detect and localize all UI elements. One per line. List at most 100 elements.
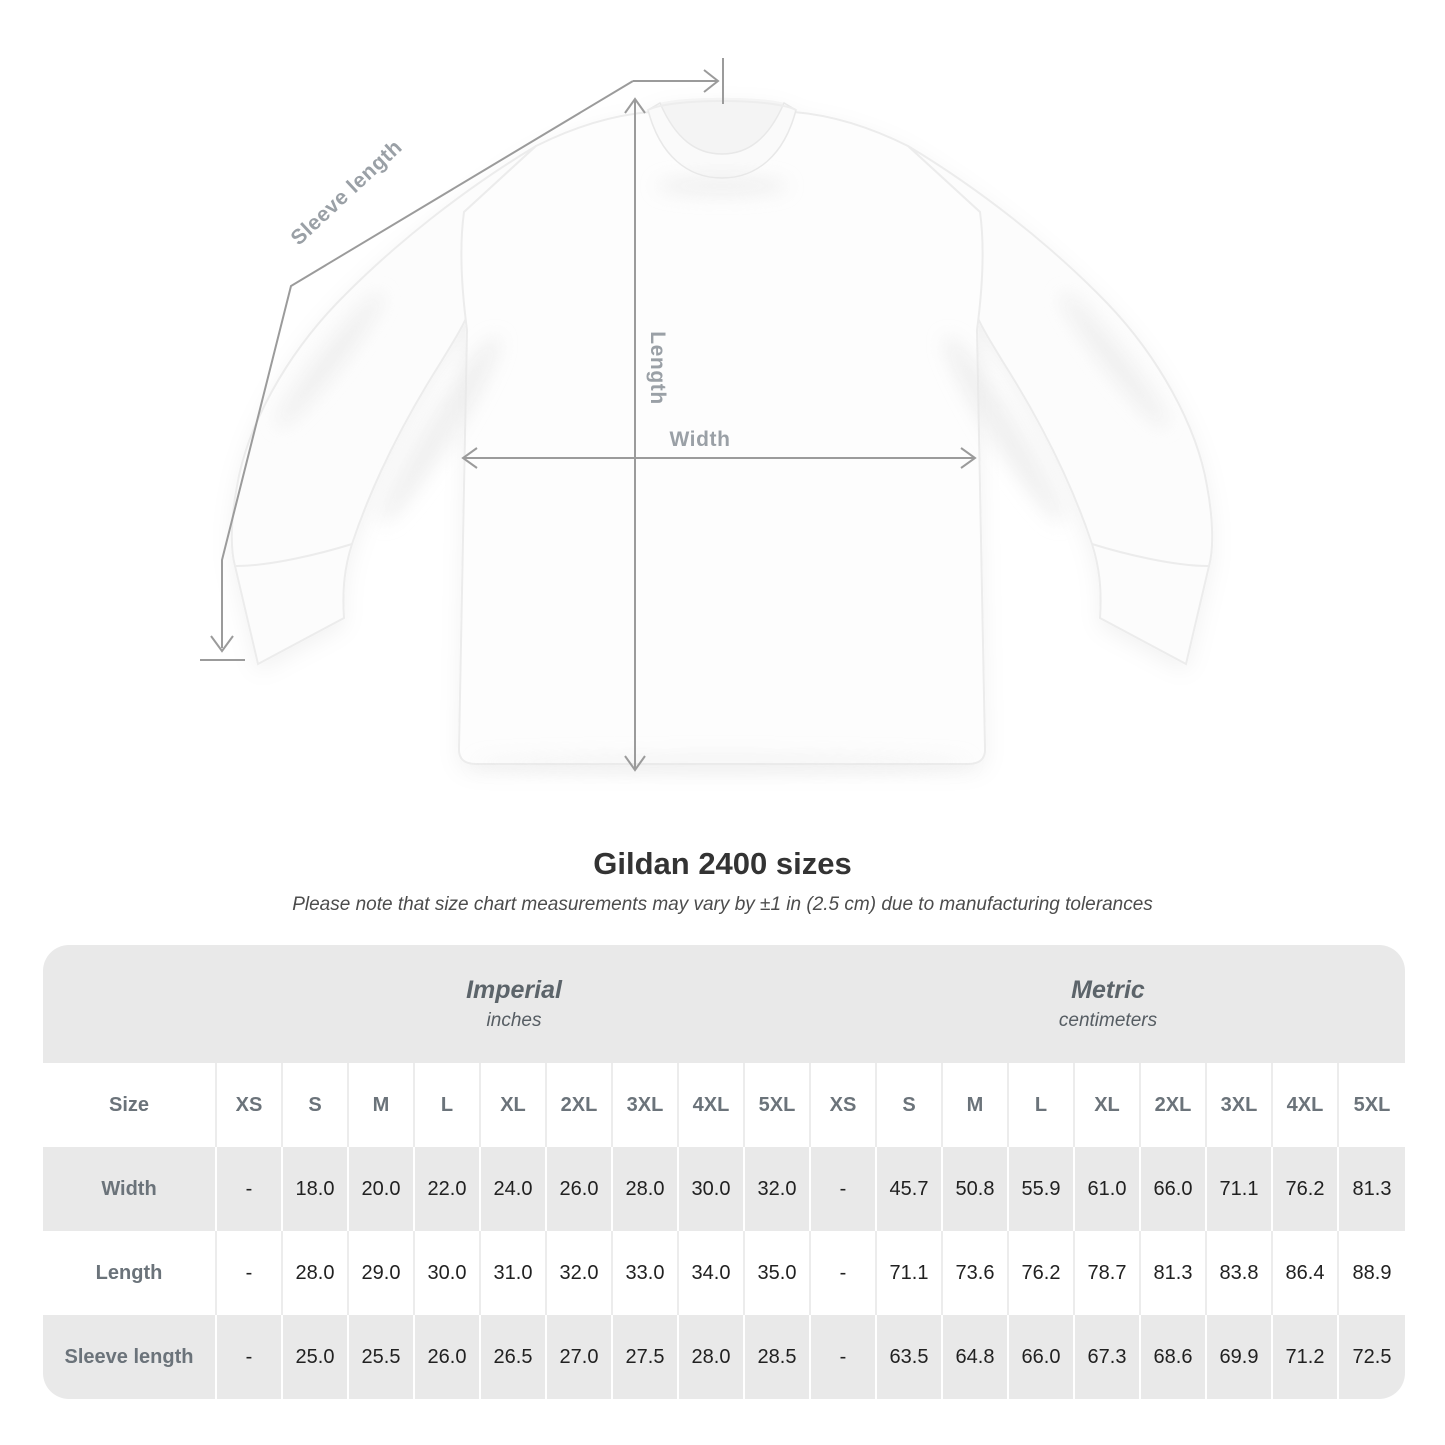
- size-col-header: 5XL: [1353, 1093, 1391, 1116]
- value-cell: 69.9: [1207, 1315, 1273, 1399]
- size-col-header: M: [349, 1063, 415, 1147]
- size-col-header: L: [1009, 1063, 1075, 1147]
- value-cell: 25.0: [283, 1315, 349, 1399]
- value-cell: 34.0: [679, 1231, 745, 1315]
- shirt-neck-opening: [660, 97, 784, 154]
- size-header-cell: Size: [43, 1063, 217, 1147]
- value-cell: 27.0: [547, 1315, 613, 1399]
- value-cell: 26.5: [481, 1315, 547, 1399]
- length-row: Length - 28.0 29.0 30.0 31.0 32.0 33.0 3…: [43, 1231, 1405, 1315]
- value-cell: 76.2: [1009, 1231, 1075, 1315]
- size-col-header: 2XL: [547, 1063, 613, 1147]
- size-col-header: L: [415, 1063, 481, 1147]
- value-cell: 63.5: [877, 1315, 943, 1399]
- value-cell: 32.0: [745, 1147, 811, 1231]
- size-col-header: S: [283, 1063, 349, 1147]
- width-measure-label: Width: [669, 428, 731, 451]
- shirt-left-sleeve: [230, 145, 537, 666]
- value-cell: 26.0: [547, 1147, 613, 1231]
- value-cell: 73.6: [943, 1231, 1009, 1315]
- value-cell: 55.9: [1009, 1147, 1075, 1231]
- value-cell: 67.3: [1075, 1315, 1141, 1399]
- value-cell: 33.0: [613, 1231, 679, 1315]
- value-cell: 76.2: [1273, 1147, 1339, 1231]
- value-cell: -: [811, 1231, 877, 1315]
- length-measure-label: Length: [646, 331, 669, 405]
- sleeve-length-arrow-down: [210, 635, 234, 653]
- size-col-header: 5XL: [745, 1063, 811, 1147]
- value-cell: 81.3: [1352, 1177, 1392, 1200]
- size-col-header: S: [877, 1063, 943, 1147]
- shirt-group: [230, 97, 1214, 765]
- shirt-right-cuff-seam: [1091, 543, 1209, 567]
- sleeve-length-diagonal: [221, 80, 634, 648]
- unit-header-row: Imperial inches Metric centimeters: [43, 945, 1405, 1063]
- page-title: Gildan 2400 sizes: [593, 846, 852, 881]
- size-col-header: XL: [1075, 1063, 1141, 1147]
- measurement-lines: [200, 58, 977, 772]
- size-chart-table: Imperial inches Metric centimeters Size …: [43, 945, 1405, 1399]
- shirt-right-sleeve: [907, 145, 1214, 666]
- value-cell: 30.0: [415, 1231, 481, 1315]
- value-cell: 30.0: [679, 1147, 745, 1231]
- row-label: Width: [43, 1147, 217, 1231]
- value-cell: 22.0: [415, 1147, 481, 1231]
- value-cell: 88.9: [1352, 1261, 1392, 1284]
- value-cell: 18.0: [283, 1147, 349, 1231]
- metric-unit-header: Metric centimeters: [811, 945, 1405, 1063]
- value-cell: 72.5: [1352, 1345, 1392, 1368]
- size-col-header: 3XL: [1207, 1063, 1273, 1147]
- value-cell: 24.0: [481, 1147, 547, 1231]
- value-cell: 66.0: [1009, 1315, 1075, 1399]
- length-arrow-down: [624, 755, 646, 772]
- value-cell: 71.2: [1273, 1315, 1339, 1399]
- size-header-row: Size XS S M L XL 2XL 3XL 4XL 5XL XS S M …: [43, 1063, 1405, 1147]
- row-label: Length: [43, 1231, 217, 1315]
- value-cell: 28.5: [745, 1315, 811, 1399]
- imperial-label: Imperial: [466, 976, 562, 1004]
- tolerance-note: Please note that size chart measurements…: [292, 894, 1153, 915]
- size-col-header: 2XL: [1141, 1063, 1207, 1147]
- row-label: Sleeve length: [43, 1315, 217, 1399]
- value-cell: 64.8: [943, 1315, 1009, 1399]
- value-cell: 68.6: [1141, 1315, 1207, 1399]
- length-arrow-up: [624, 97, 646, 114]
- sleeve-length-arrow-right: [703, 69, 720, 93]
- width-arrow-right: [960, 447, 977, 469]
- value-cell: 26.0: [415, 1315, 481, 1399]
- size-col-header: 4XL: [1273, 1063, 1339, 1147]
- value-cell: 20.0: [349, 1147, 415, 1231]
- imperial-unit-header: Imperial inches: [217, 945, 811, 1063]
- size-col-header: 4XL: [679, 1063, 745, 1147]
- size-col-header: XS: [811, 1063, 877, 1147]
- value-cell: 32.0: [547, 1231, 613, 1315]
- value-cell: 71.1: [877, 1231, 943, 1315]
- value-cell: 50.8: [943, 1147, 1009, 1231]
- value-cell: -: [811, 1315, 877, 1399]
- value-cell: 28.0: [679, 1315, 745, 1399]
- value-cell: 83.8: [1207, 1231, 1273, 1315]
- size-col-header: M: [943, 1063, 1009, 1147]
- metric-unit-label: centimeters: [1058, 1010, 1158, 1031]
- value-cell: 71.1: [1207, 1147, 1273, 1231]
- value-cell: 29.0: [349, 1231, 415, 1315]
- width-row: Width - 18.0 20.0 22.0 24.0 26.0 28.0 30…: [43, 1147, 1405, 1231]
- sleeve-length-row: Sleeve length - 25.0 25.5 26.0 26.5 27.0…: [43, 1315, 1405, 1399]
- value-cell: 31.0: [481, 1231, 547, 1315]
- size-col-header: XL: [481, 1063, 547, 1147]
- value-cell: 86.4: [1273, 1231, 1339, 1315]
- width-arrow-left: [461, 447, 478, 469]
- shirt-shading: [276, 177, 1168, 769]
- value-cell: 81.3: [1141, 1231, 1207, 1315]
- value-cell: 25.5: [349, 1315, 415, 1399]
- value-cell: 28.0: [283, 1231, 349, 1315]
- value-cell: 28.0: [613, 1147, 679, 1231]
- value-cell: 78.7: [1075, 1231, 1141, 1315]
- value-cell: -: [811, 1147, 877, 1231]
- shirt-left-cuff-seam: [235, 543, 353, 567]
- shirt-illustration: [200, 58, 1214, 772]
- value-cell: 27.5: [613, 1315, 679, 1399]
- value-cell: 61.0: [1075, 1147, 1141, 1231]
- shirt-measurement-diagram: Sleeve length Length Width: [200, 58, 1214, 772]
